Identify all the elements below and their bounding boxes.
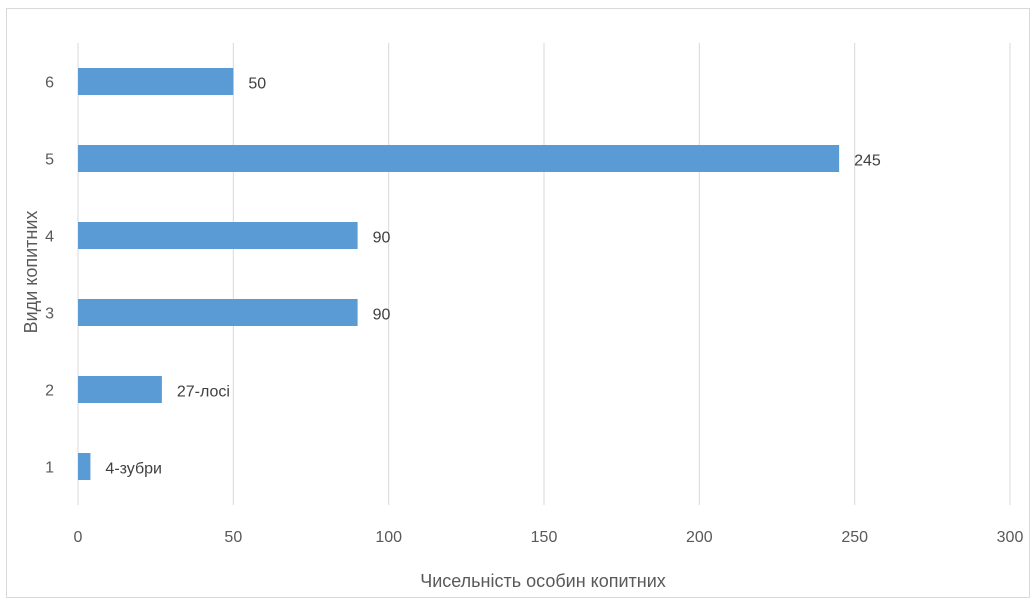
data-label: 90 (373, 307, 391, 324)
bar (78, 453, 91, 480)
x-axis-title: Чисельність особин копитних (420, 571, 666, 591)
data-label: 27-лосі (177, 384, 230, 401)
data-labels: 4-зубри 27-лосі 90 90 245 50 (105, 76, 881, 478)
x-tick-label: 300 (997, 529, 1024, 546)
data-label: 4-зубри (105, 461, 162, 478)
bar (78, 222, 358, 249)
y-tick-label: 1 (45, 460, 54, 477)
y-tick-label: 4 (45, 229, 54, 246)
data-label: 245 (854, 153, 881, 170)
bar (78, 299, 358, 326)
y-axis-title: Види копитних (21, 211, 41, 334)
data-label: 50 (248, 76, 266, 93)
x-tick-label: 0 (74, 529, 83, 546)
y-tick-label: 3 (45, 306, 54, 323)
bar (78, 145, 840, 172)
y-tick-labels: 1 2 3 4 5 6 (45, 75, 54, 477)
x-tick-label: 150 (531, 529, 558, 546)
y-tick-label: 5 (45, 152, 54, 169)
gridlines (77, 43, 1011, 505)
y-tick-label: 2 (45, 383, 54, 400)
x-tick-labels: 0 50 100 150 200 250 300 (74, 529, 1024, 546)
x-tick-label: 50 (224, 529, 242, 546)
bar (78, 68, 234, 95)
data-label: 90 (373, 230, 391, 247)
bars (78, 68, 840, 480)
y-tick-label: 6 (45, 75, 54, 92)
x-tick-label: 100 (375, 529, 402, 546)
bar (78, 376, 162, 403)
x-tick-label: 200 (686, 529, 713, 546)
x-tick-label: 250 (841, 529, 868, 546)
